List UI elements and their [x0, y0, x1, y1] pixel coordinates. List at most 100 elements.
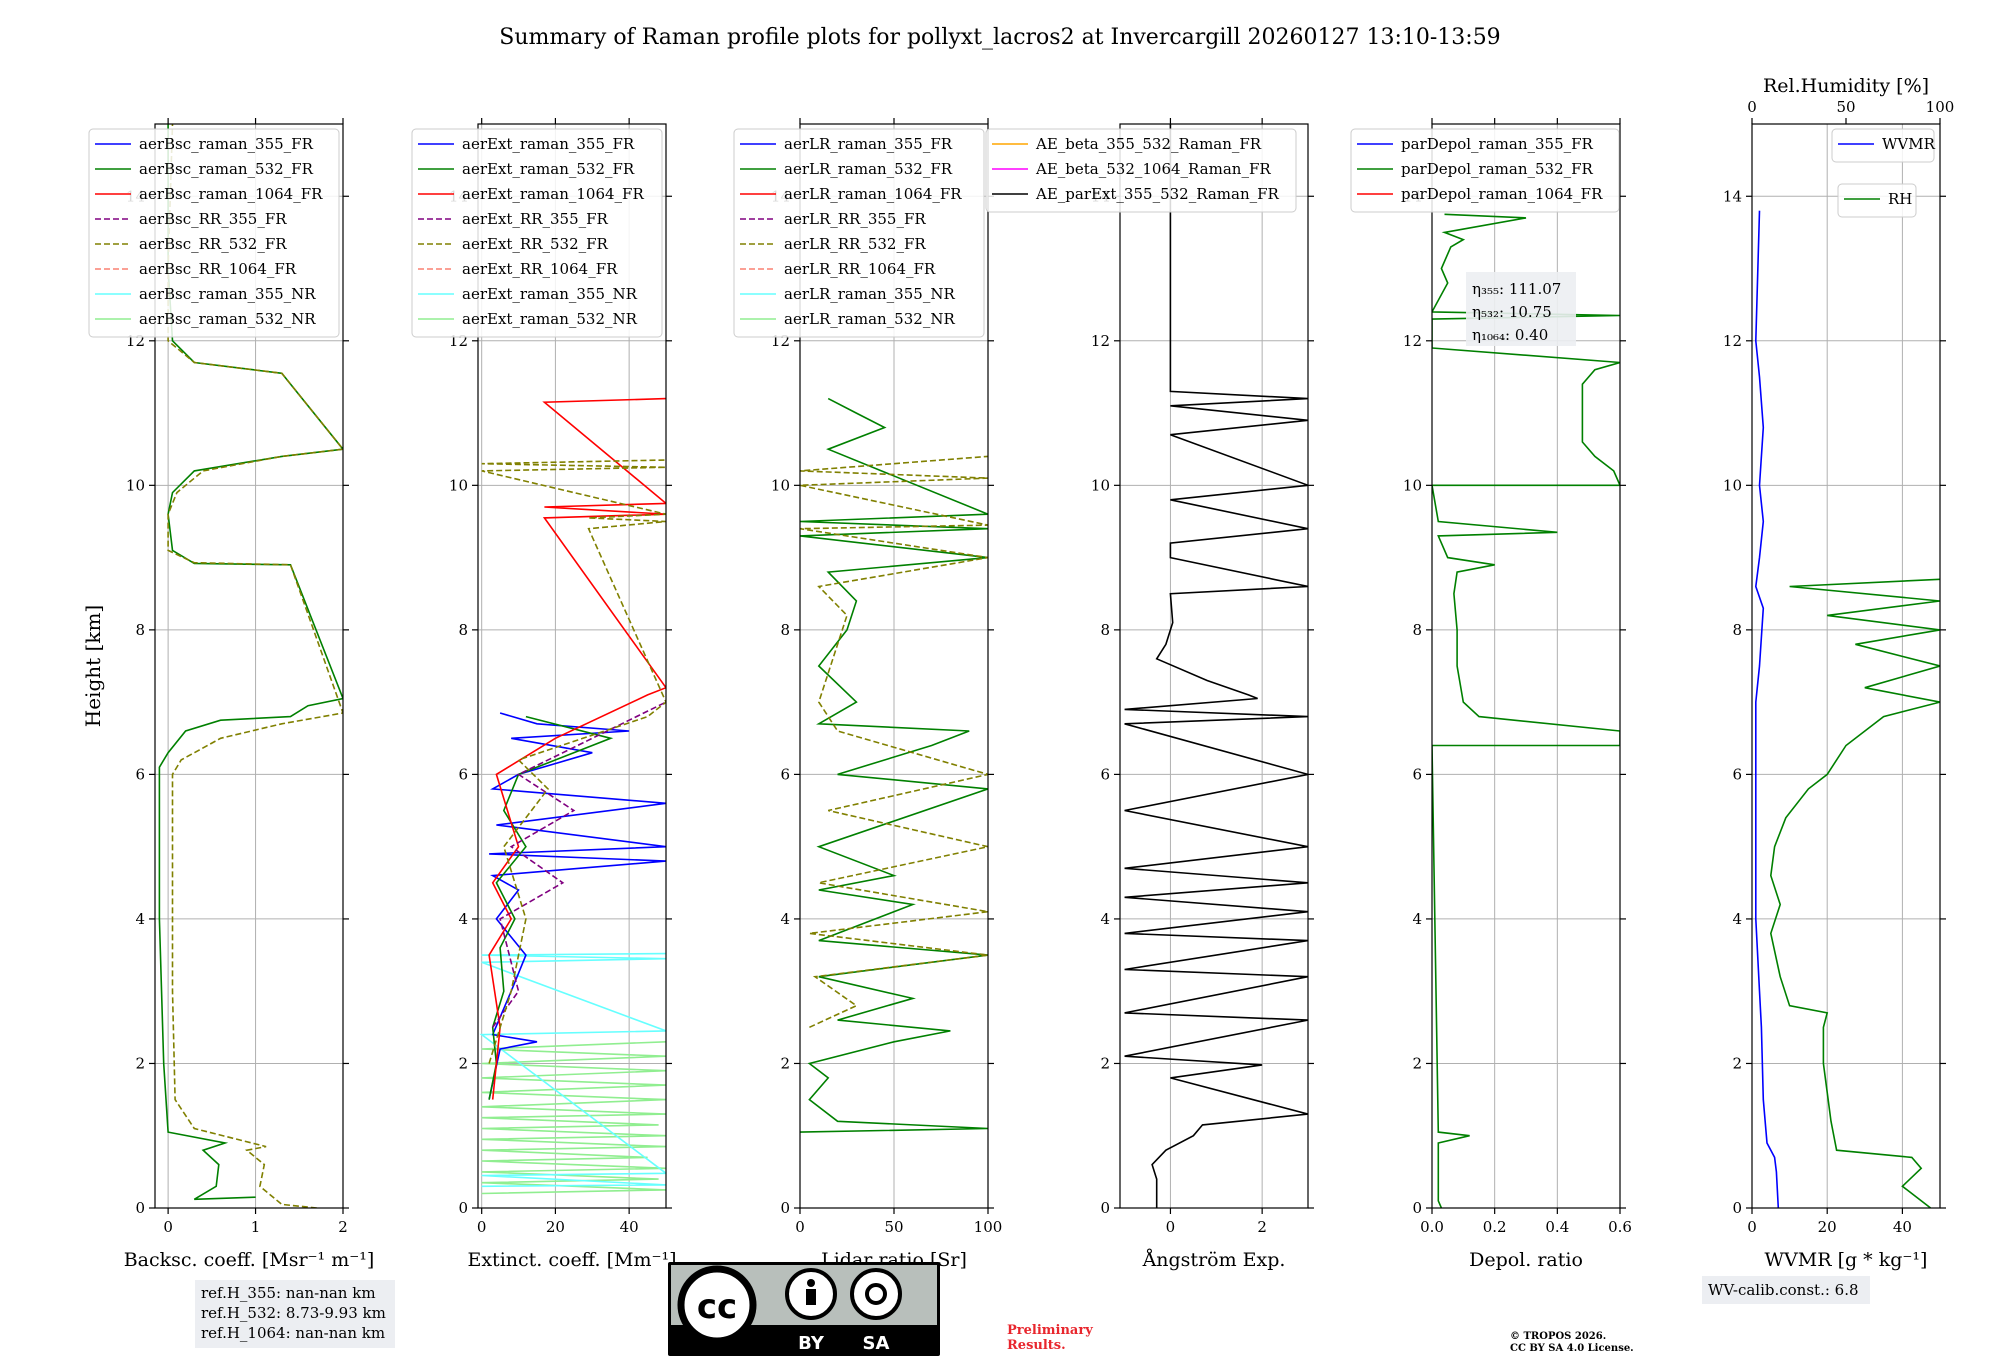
ytick-label: 12: [1091, 332, 1110, 350]
xtick-label: 0.6: [1608, 1218, 1632, 1236]
ytick-label: 8: [780, 621, 790, 639]
legend-bsc: aerBsc_raman_355_FR aerBsc_raman_532_FRae…: [88, 128, 340, 338]
series-group-lr: [800, 397, 988, 1133]
copyright-line1: © TROPOS 2026.: [1510, 1331, 1606, 1342]
xtick-label: 40: [620, 1218, 639, 1236]
panel-lr: 02468101214050100Lidar ratio [Sr]aerLR_r…: [733, 118, 1003, 1271]
panels: Height [km]02468101214012Backsc. coeff. …: [81, 75, 1954, 1304]
figure-title: Summary of Raman profile plots for polly…: [499, 25, 1500, 50]
ytick-label: 10: [449, 476, 468, 494]
cc-icon: [677, 1265, 757, 1345]
preliminary-line1: Preliminary: [1007, 1323, 1093, 1338]
ytick-label: 0: [458, 1199, 468, 1217]
legend-label: aerBsc_RR_355_FR: [139, 210, 287, 228]
ytick-label: 4: [1412, 910, 1422, 928]
ytick-label: 10: [1403, 476, 1422, 494]
legend-frame: [1350, 128, 1620, 213]
xtick-label: 2: [1257, 1218, 1267, 1236]
ytick-label: 10: [1091, 476, 1110, 494]
legend-label: aerLR_RR_532_FR: [784, 235, 926, 253]
legend-label: aerBsc_raman_355_NR: [139, 285, 316, 303]
xtick-label: 0: [1166, 1218, 1176, 1236]
by-head: [807, 1279, 815, 1287]
series-group-dep: [1432, 213, 1620, 1208]
legend-ae: AE_beta_355_532_Raman_FR AE_beta_532_1064…: [985, 128, 1297, 213]
panel-wv: 0 2 4 6 8 10 12 14 0 20 40 WVMR [g * kg⁻¹] 0 50 100Rel…: [1702, 75, 1954, 1304]
top-xtick-label: 100: [1926, 98, 1955, 116]
series-group-bsc: [158, 124, 343, 1208]
xtick-label: 0.2: [1483, 1218, 1507, 1236]
ytick-label: 10: [1723, 476, 1742, 494]
ytick-label: 4: [135, 910, 145, 928]
legend-frame: [1831, 128, 1935, 163]
ytick-label: 12: [1403, 332, 1422, 350]
xtick-label: 0: [163, 1218, 173, 1236]
legend-label: WVMR: [1882, 135, 1936, 153]
xtick-label: 0.4: [1545, 1218, 1569, 1236]
xtick-label: 1: [251, 1218, 261, 1236]
ytick-label: 6: [458, 765, 468, 783]
xtick-label: 50: [884, 1218, 903, 1236]
series-RH: [1769, 578, 1940, 1208]
series-aerExt_raman_355_NR: [479, 952, 666, 1188]
axes-frame-ext: [477, 123, 667, 1209]
ytick-label: 2: [135, 1054, 145, 1072]
ref-h-355: ref.H_355: nan-nan km: [201, 1284, 376, 1302]
ytick-label: 2: [1412, 1054, 1422, 1072]
ytick-label: 6: [135, 765, 145, 783]
legend-label: aerBsc_RR_1064_FR: [139, 260, 297, 278]
sa-icon: [850, 1268, 902, 1320]
ytick-label: 4: [780, 910, 790, 928]
series-aerExt_raman_532_FR: [488, 715, 614, 1100]
ref-h-1064: ref.H_1064: nan-nan km: [201, 1324, 385, 1342]
x-axis-label: Backsc. coeff. [Msr⁻¹ m⁻¹]: [124, 1249, 375, 1271]
ytick-label: 8: [135, 621, 145, 639]
preliminary-line2: Results.: [1007, 1338, 1066, 1353]
series-group-wv: [1754, 210, 1940, 1208]
legend-label: aerLR_raman_1064_FR: [784, 185, 962, 203]
legend-label: aerExt_raman_355_FR: [462, 135, 635, 153]
ytick-label: 14: [1723, 187, 1742, 205]
xtick-label: 2: [338, 1218, 348, 1236]
series-group-ae: [1124, 124, 1308, 1208]
axes-frame-wv: [1751, 123, 1941, 1209]
eta-label: η₅₃₂: 10.75: [1472, 303, 1552, 321]
x-axis-label: WVMR [g * kg⁻¹]: [1765, 1249, 1928, 1271]
xtick-label: 20: [546, 1218, 565, 1236]
eta-label: η₃₅₅: 111.07: [1472, 280, 1561, 298]
legend-label: aerBsc_raman_532_NR: [139, 310, 316, 328]
ytick-label: 6: [780, 765, 790, 783]
legend-wv: WVMR: [1831, 128, 1936, 163]
series-group-ext: [479, 397, 666, 1195]
axes-frame-dep: [1431, 123, 1621, 1209]
eta-annotations: η₃₅₅: 111.07 η₅₃₂: 10.75 η₁₀₆₄: 0.40: [1466, 272, 1576, 346]
series-aerLR_RR_532_FR: [800, 455, 988, 1029]
xtick-label: 0: [477, 1218, 487, 1236]
xtick-label: 100: [974, 1218, 1003, 1236]
ytick-label: 2: [780, 1054, 790, 1072]
ref-heights-box: ref.H_355: nan-nan km ref.H_532: 8.73-9.…: [195, 1280, 395, 1348]
legend-label: parDepol_raman_1064_FR: [1401, 185, 1603, 203]
legend-label: aerExt_raman_355_NR: [462, 285, 638, 303]
legend-frame: [733, 128, 985, 338]
legend-frame: [88, 128, 340, 338]
sa-arrow: [865, 1283, 887, 1305]
ytick-label: 2: [1732, 1054, 1742, 1072]
ytick-label: 6: [1412, 765, 1422, 783]
legend-label: AE_beta_355_532_Raman_FR: [1035, 135, 1262, 153]
y-axis-label: Height [km]: [81, 605, 105, 727]
panel-bsc: 02468101214012Backsc. coeff. [Msr⁻¹ m⁻¹]…: [88, 118, 375, 1271]
top-xtick-label: 0: [1747, 98, 1757, 116]
legend-label: parDepol_raman_532_FR: [1401, 160, 1594, 178]
xtick-label: 0: [795, 1218, 805, 1236]
ref-h-532: ref.H_532: 8.73-9.93 km: [201, 1304, 386, 1322]
series-aerExt_raman_355_FR: [488, 712, 666, 1100]
legend-frame: [1837, 183, 1917, 218]
x-axis-label: Extinct. coeff. [Mm⁻¹]: [467, 1249, 676, 1271]
legend-label: aerExt_RR_1064_FR: [462, 260, 618, 278]
wv-calib: WV-calib.const.: 6.8: [1702, 1276, 1870, 1304]
cc-license-logo: cc BY SA: [668, 1262, 940, 1356]
legend-frame: [985, 128, 1297, 213]
grid-ae: [1120, 124, 1308, 1209]
